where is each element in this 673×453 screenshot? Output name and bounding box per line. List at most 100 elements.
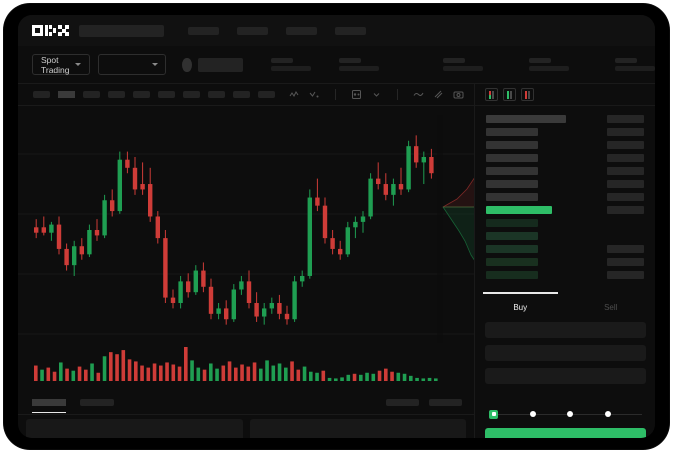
orderbook-price-bar bbox=[486, 114, 566, 123]
bottom-action-1[interactable] bbox=[386, 399, 419, 406]
volume-series bbox=[34, 347, 438, 381]
orderbook-price-bar bbox=[486, 179, 538, 188]
orderbook-qty-bar bbox=[607, 270, 644, 279]
orderbook-price-bar bbox=[486, 140, 538, 149]
template-icon[interactable] bbox=[351, 89, 362, 100]
bids-only-icon[interactable] bbox=[503, 88, 516, 101]
orderbook-price-bar bbox=[486, 153, 538, 162]
orderbook-price-bar bbox=[486, 257, 538, 266]
bottom-tab-2[interactable] bbox=[80, 399, 114, 406]
okx-logo[interactable] bbox=[32, 25, 69, 36]
bottom-panel-2[interactable] bbox=[249, 419, 466, 438]
logo-letter-x bbox=[58, 25, 69, 36]
ticker-stat-1 bbox=[271, 58, 311, 71]
indicator-icon[interactable] bbox=[289, 89, 300, 100]
pair-select[interactable] bbox=[97, 54, 167, 75]
ticker-stat-3 bbox=[443, 58, 483, 71]
orderbook-row[interactable] bbox=[475, 151, 655, 164]
search-input[interactable] bbox=[79, 24, 164, 37]
orderbook-display-modes bbox=[475, 84, 655, 106]
bottom-tabs bbox=[18, 391, 474, 415]
both-icon[interactable] bbox=[485, 88, 498, 101]
orderbook-row[interactable] bbox=[475, 112, 655, 125]
bottom-tab-actions bbox=[386, 399, 462, 406]
order-field-1[interactable] bbox=[485, 322, 646, 338]
step-indicator-3[interactable] bbox=[567, 411, 573, 417]
orderbook-row[interactable] bbox=[475, 229, 655, 242]
nav-item-4[interactable] bbox=[335, 26, 366, 35]
orderbook-qty-bar bbox=[607, 205, 644, 214]
bottom-tab-1[interactable] bbox=[32, 399, 66, 413]
orderbook-row[interactable] bbox=[475, 125, 655, 138]
orderbook-qty-bar bbox=[607, 244, 644, 253]
step-indicator-4[interactable] bbox=[604, 411, 611, 417]
timeframe-2[interactable] bbox=[58, 91, 75, 98]
timeframe-4[interactable] bbox=[108, 91, 125, 98]
orderbook-price-bar bbox=[486, 244, 538, 253]
orderbook-row[interactable] bbox=[475, 216, 655, 229]
step-indicator-2[interactable] bbox=[529, 411, 536, 417]
bottom-panel-1[interactable] bbox=[26, 419, 243, 438]
line-chart-icon[interactable] bbox=[413, 89, 424, 100]
camera-icon[interactable] bbox=[453, 89, 464, 100]
nav-item-1[interactable] bbox=[188, 26, 219, 35]
orderbook-row[interactable] bbox=[475, 242, 655, 255]
timeframe-9[interactable] bbox=[233, 91, 250, 98]
orderbook-qty-bar bbox=[607, 127, 644, 136]
tab-buy[interactable]: Buy bbox=[475, 292, 566, 322]
step-indicator-1[interactable] bbox=[489, 409, 498, 419]
nav-item-3[interactable] bbox=[286, 26, 317, 35]
orderbook-price-bar bbox=[486, 231, 538, 240]
orderbook-rows[interactable] bbox=[475, 106, 655, 291]
pair-avatar bbox=[182, 57, 192, 72]
orderbook-row[interactable] bbox=[475, 177, 655, 190]
orderbook-qty-bar bbox=[607, 114, 644, 123]
measure-icon[interactable] bbox=[433, 89, 444, 100]
orderbook-price-bar bbox=[486, 127, 538, 136]
orderbook-qty-bar bbox=[607, 166, 644, 175]
market-type-label: Spot Trading bbox=[41, 54, 70, 75]
orderbook-row[interactable] bbox=[475, 164, 655, 177]
order-field-2[interactable] bbox=[485, 345, 646, 361]
logo-letter-k bbox=[45, 25, 56, 36]
chevron-down-icon[interactable] bbox=[371, 89, 382, 100]
orderbook-price-bar bbox=[486, 218, 538, 227]
timeframe-7[interactable] bbox=[183, 91, 200, 98]
tab-sell[interactable]: Sell bbox=[566, 292, 656, 322]
order-form bbox=[475, 322, 655, 391]
bottom-action-2[interactable] bbox=[429, 399, 462, 406]
orderbook-qty-bar bbox=[607, 219, 644, 227]
app-screen: Spot Trading bbox=[18, 15, 655, 438]
orderbook-qty-bar bbox=[607, 179, 644, 188]
orderbook-qty-bar bbox=[607, 192, 644, 201]
timeframe-group bbox=[33, 91, 275, 98]
timeframe-10[interactable] bbox=[258, 91, 275, 98]
orderbook-price-bar bbox=[486, 205, 552, 214]
orderbook-row[interactable] bbox=[475, 203, 655, 216]
logo-letter-o bbox=[32, 25, 43, 36]
orderbook-qty-bar bbox=[607, 257, 644, 266]
toolbar-divider bbox=[335, 89, 336, 100]
nav-item-2[interactable] bbox=[237, 26, 268, 35]
ticker-stat-4 bbox=[529, 58, 569, 71]
timeframe-5[interactable] bbox=[133, 91, 150, 98]
orderbook-row[interactable] bbox=[475, 255, 655, 268]
pair-price bbox=[197, 57, 243, 72]
timeframe-3[interactable] bbox=[83, 91, 100, 98]
orderbook-row[interactable] bbox=[475, 268, 655, 281]
timeframe-6[interactable] bbox=[158, 91, 175, 98]
timeframe-8[interactable] bbox=[208, 91, 225, 98]
asks-only-icon[interactable] bbox=[521, 88, 534, 101]
compare-icon[interactable] bbox=[309, 89, 320, 100]
market-type-select[interactable]: Spot Trading bbox=[32, 54, 90, 75]
price-chart[interactable] bbox=[18, 106, 474, 391]
submit-order-button[interactable] bbox=[485, 428, 646, 438]
chart-tools bbox=[289, 89, 504, 100]
toolbar-divider bbox=[397, 89, 398, 100]
orderbook-price-bar bbox=[486, 270, 538, 279]
bottom-panels bbox=[18, 419, 474, 438]
order-field-3[interactable] bbox=[485, 368, 646, 384]
orderbook-row[interactable] bbox=[475, 138, 655, 151]
orderbook-row[interactable] bbox=[475, 190, 655, 203]
timeframe-1[interactable] bbox=[33, 91, 50, 98]
